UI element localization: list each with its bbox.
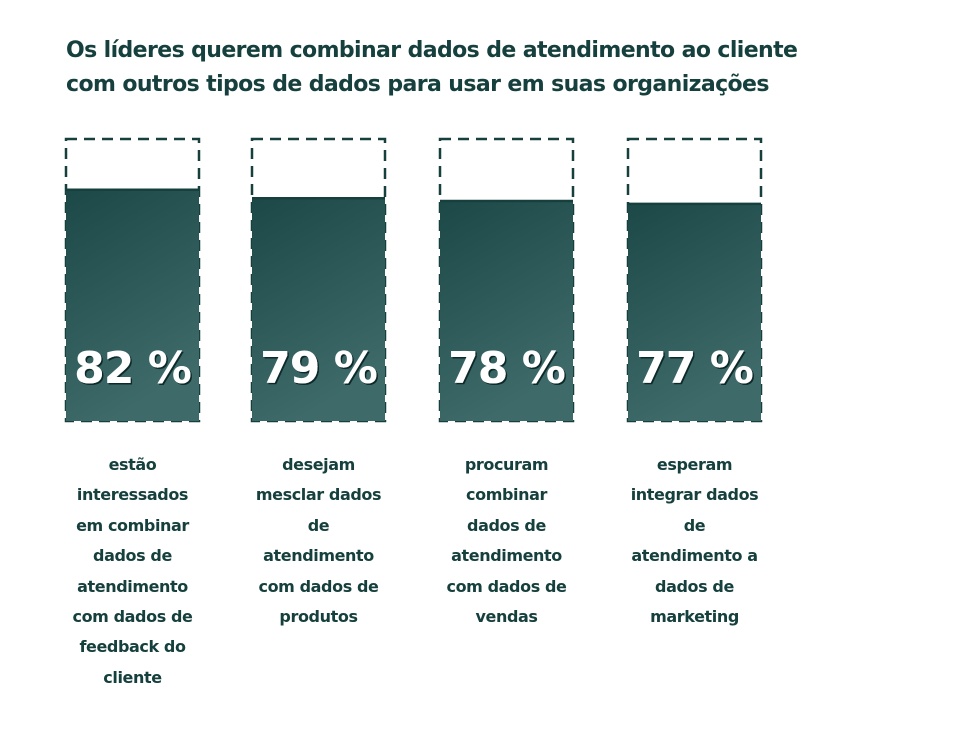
chart-title-line-1: Os líderes querem combinar dados de aten… [66,38,798,63]
bar-caption-line: produtos [279,607,358,627]
bar-caption-line: dados de [93,546,172,566]
bar-caption: esperam integrar dados de atendimento a dado… [620,450,770,632]
bar-caption-line: com dados de [446,576,567,596]
bar-caption: estão interessados em combinar dados de aten… [58,450,208,693]
bar-caption-line: cliente [103,667,162,687]
bar-caption-line: interessados [76,485,189,505]
bar-value-label: 77 % [636,343,753,394]
bar-caption-line: de [307,515,330,535]
bar-caption-line: atendimento [263,546,374,566]
bar-value-label: 82 % [74,343,191,394]
bar-caption-line: dados de [655,576,734,596]
bar [440,201,573,421]
bar-caption-line: marketing [650,607,739,627]
bar-caption-line: com dados de [72,607,193,627]
bar-caption-line: atendimento a [631,546,758,566]
bar-caption-line: atendimento [451,546,562,566]
bar-caption-line: procuram [464,455,549,474]
bar [252,198,385,421]
bar-caption-line: vendas [475,607,538,627]
bar-caption-line: feedback do [79,637,186,657]
bar-caption-line: dados de [467,515,546,535]
chart-title: Os líderes querem combinar dados de aten… [66,34,826,102]
bar-caption-line: atendimento [77,576,188,596]
chart-title-line-2: com outros tipos de dados para usar em s… [66,72,769,97]
bar-caption-line: de [683,515,706,535]
bar-caption-line: em combinar [76,515,189,535]
bar-caption-line: mesclar dados [255,485,382,505]
bar-caption-line: combinar [466,485,547,505]
bar-value-label: 78 % [448,343,565,394]
bar [66,189,199,421]
bar [628,203,761,421]
bar-caption-line: esperam [656,455,733,474]
bar-caption-line: com dados de [258,576,379,596]
bar-caption-line: desejam [282,455,355,474]
bar-caption: desejam mesclar dados de atendimento com dad… [244,450,394,632]
bar-caption-line: integrar dados [630,485,759,505]
bar-caption-line: estão [108,455,157,474]
bar-caption: procuram combinar dados de atendimento com d… [432,450,582,632]
bar-value-label: 79 % [260,343,377,394]
